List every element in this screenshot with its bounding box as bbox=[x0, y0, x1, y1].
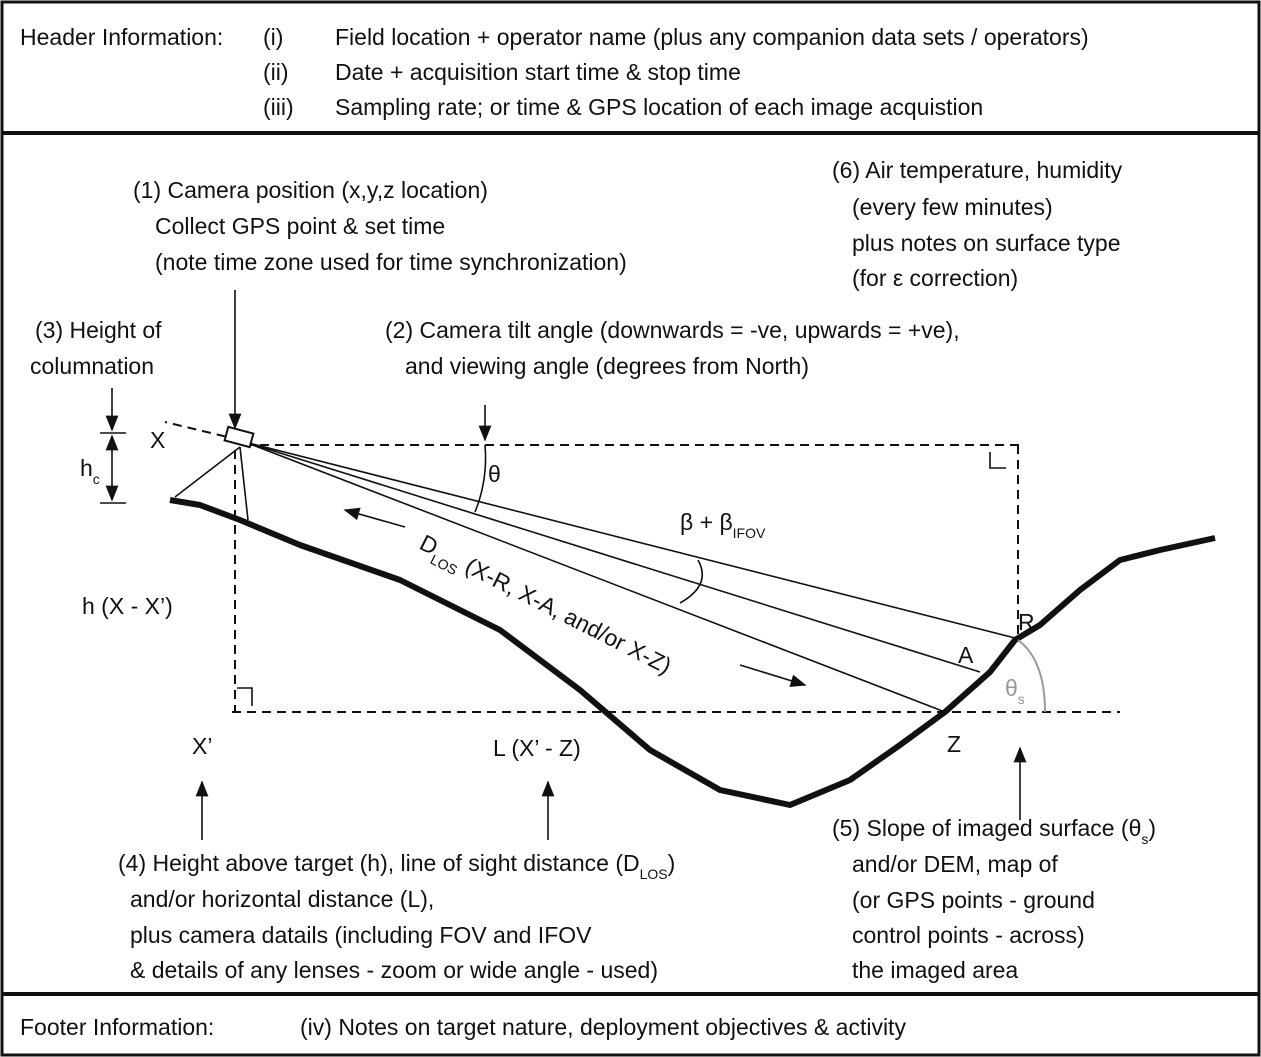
beta-arc bbox=[679, 559, 703, 604]
note-line: plus notes on surface type bbox=[852, 230, 1121, 256]
sight-line bbox=[244, 441, 1016, 639]
note-line: (4) Height above target (h), line of sig… bbox=[118, 850, 675, 882]
label: θs bbox=[1005, 675, 1025, 707]
tripod bbox=[174, 446, 249, 521]
label: A bbox=[958, 642, 974, 668]
item-number: (iii) bbox=[263, 94, 294, 120]
note-line: (2) Camera tilt angle (downwards = -ve, … bbox=[385, 317, 960, 343]
label: h (X - X’) bbox=[82, 593, 173, 619]
label: hc bbox=[80, 455, 100, 487]
note-line: (note time zone used for time synchroniz… bbox=[155, 249, 627, 275]
diagram bbox=[100, 290, 1216, 840]
note-line: (every few minutes) bbox=[852, 194, 1053, 220]
note-line: columnation bbox=[30, 353, 154, 379]
note-line: and/or DEM, map of bbox=[852, 851, 1058, 877]
text-part: (X-R, X-A, and/or X-Z) bbox=[456, 550, 676, 679]
note-line: and viewing angle (degrees from North) bbox=[405, 353, 809, 379]
note-line: (or GPS points - ground bbox=[852, 887, 1095, 913]
footer-text: (iv) Notes on target nature, deployment … bbox=[300, 1014, 906, 1040]
note-line: (for ε correction) bbox=[852, 265, 1018, 291]
label: θ bbox=[488, 461, 501, 487]
item-text: Date + acquisition start time & stop tim… bbox=[335, 59, 741, 85]
sight-line bbox=[244, 441, 981, 673]
subscript: IFOV bbox=[733, 525, 766, 541]
footer-label: Footer Information: bbox=[20, 1014, 214, 1040]
theta-arc bbox=[474, 444, 487, 513]
right-angle bbox=[237, 687, 253, 706]
arrow bbox=[739, 664, 807, 687]
text-part: θ bbox=[1005, 675, 1018, 701]
arrow bbox=[343, 507, 406, 528]
sight-line bbox=[244, 441, 946, 713]
label: β + βIFOV bbox=[680, 509, 766, 541]
text-part: β + β bbox=[680, 509, 733, 535]
note-line: Collect GPS point & set time bbox=[155, 213, 445, 239]
label: L (X’ - Z) bbox=[493, 735, 581, 761]
note-line: & details of any lenses - zoom or wide a… bbox=[130, 957, 658, 983]
text-part: ) bbox=[1148, 815, 1156, 841]
item-number: (ii) bbox=[263, 59, 289, 85]
item-text: Field location + operator name (plus any… bbox=[335, 24, 1089, 50]
item-text: Sampling rate; or time & GPS location of… bbox=[335, 94, 983, 120]
camera bbox=[223, 425, 255, 449]
subscript: LOS bbox=[428, 551, 460, 578]
text-part: (5) Slope of imaged surface (θ bbox=[832, 815, 1141, 841]
text-part: h bbox=[80, 455, 93, 481]
label: X bbox=[150, 427, 165, 453]
slope-arc bbox=[1017, 639, 1046, 713]
ground-profile bbox=[169, 497, 1216, 808]
note-line: the imaged area bbox=[852, 957, 1018, 983]
note-line: (5) Slope of imaged surface (θs) bbox=[832, 815, 1156, 847]
note-line: and/or horizontal distance (L), bbox=[130, 886, 434, 912]
text-part: (4) Height above target (h), line of sig… bbox=[118, 850, 640, 876]
label: Z bbox=[947, 731, 961, 757]
subscript: LOS bbox=[640, 866, 668, 882]
item-number: (i) bbox=[263, 24, 283, 50]
note-line: control points - across) bbox=[852, 922, 1085, 948]
dashed-extension bbox=[164, 421, 241, 441]
label: R bbox=[1018, 609, 1035, 635]
note-line: plus camera datails (including FOV and I… bbox=[130, 922, 592, 948]
text-part: ) bbox=[668, 850, 676, 876]
header-label: Header Information: bbox=[20, 24, 223, 50]
label: X’ bbox=[192, 733, 212, 759]
note-line: (1) Camera position (x,y,z location) bbox=[133, 177, 488, 203]
subscript: c bbox=[93, 471, 100, 487]
right-angle bbox=[989, 452, 1006, 469]
subscript: s bbox=[1141, 831, 1148, 847]
note-line: (3) Height of bbox=[35, 317, 162, 343]
note-line: (6) Air temperature, humidity bbox=[832, 157, 1123, 183]
subscript: s bbox=[1018, 691, 1025, 707]
